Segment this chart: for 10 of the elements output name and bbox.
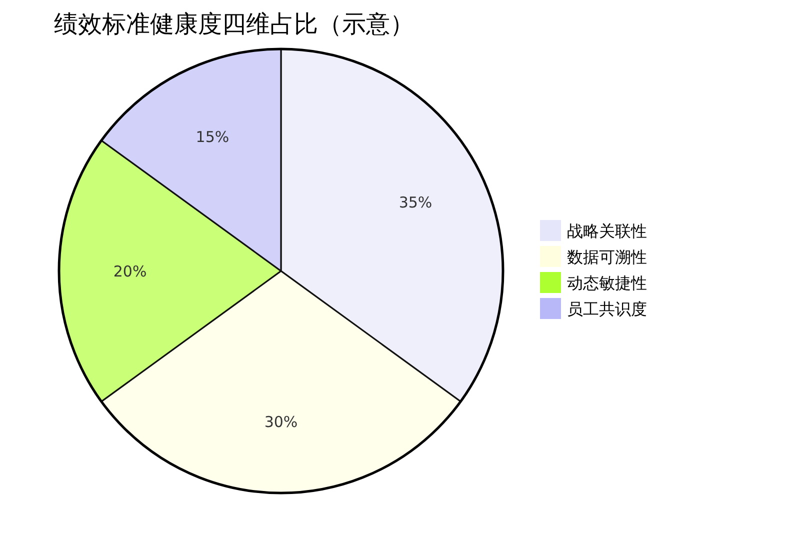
data-label: 15% [196,128,230,146]
legend-label: 战略关联性 [567,222,647,241]
data-label: 20% [113,262,147,280]
legend-label: 员工共识度 [567,300,647,319]
data-label: 35% [398,194,432,212]
pie-slice [280,48,504,402]
legend-label: 数据可溯性 [567,248,647,267]
chart-title: 绩效标准健康度四维占比（示意） [54,10,414,38]
legend-label: 动态敏捷性 [567,274,647,293]
data-label: 30% [264,413,298,432]
